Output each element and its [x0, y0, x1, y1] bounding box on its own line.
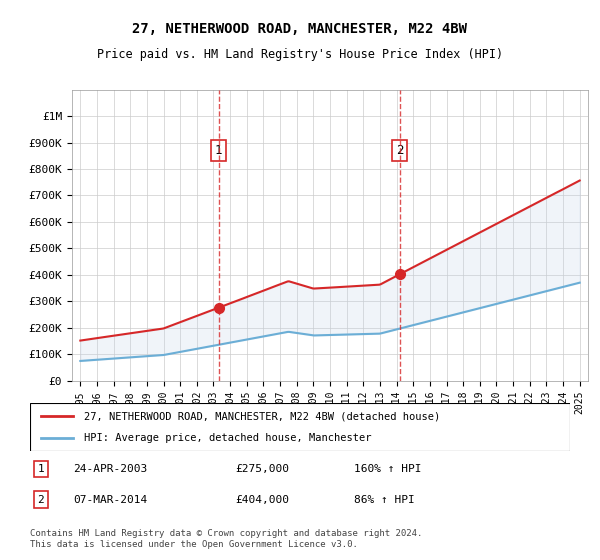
Text: 27, NETHERWOOD ROAD, MANCHESTER, M22 4BW: 27, NETHERWOOD ROAD, MANCHESTER, M22 4BW	[133, 22, 467, 36]
Text: 1: 1	[37, 464, 44, 474]
FancyBboxPatch shape	[30, 403, 570, 451]
Text: £275,000: £275,000	[235, 464, 289, 474]
Text: HPI: Average price, detached house, Manchester: HPI: Average price, detached house, Manc…	[84, 433, 371, 443]
Text: Price paid vs. HM Land Registry's House Price Index (HPI): Price paid vs. HM Land Registry's House …	[97, 48, 503, 60]
Text: 1: 1	[215, 144, 223, 157]
Text: 07-MAR-2014: 07-MAR-2014	[73, 495, 148, 505]
Text: 2: 2	[396, 144, 403, 157]
Text: 86% ↑ HPI: 86% ↑ HPI	[354, 495, 415, 505]
Text: £404,000: £404,000	[235, 495, 289, 505]
Text: 2: 2	[37, 495, 44, 505]
Text: 27, NETHERWOOD ROAD, MANCHESTER, M22 4BW (detached house): 27, NETHERWOOD ROAD, MANCHESTER, M22 4BW…	[84, 411, 440, 421]
Text: 160% ↑ HPI: 160% ↑ HPI	[354, 464, 421, 474]
Text: 24-APR-2003: 24-APR-2003	[73, 464, 148, 474]
Text: Contains HM Land Registry data © Crown copyright and database right 2024.
This d: Contains HM Land Registry data © Crown c…	[30, 529, 422, 549]
